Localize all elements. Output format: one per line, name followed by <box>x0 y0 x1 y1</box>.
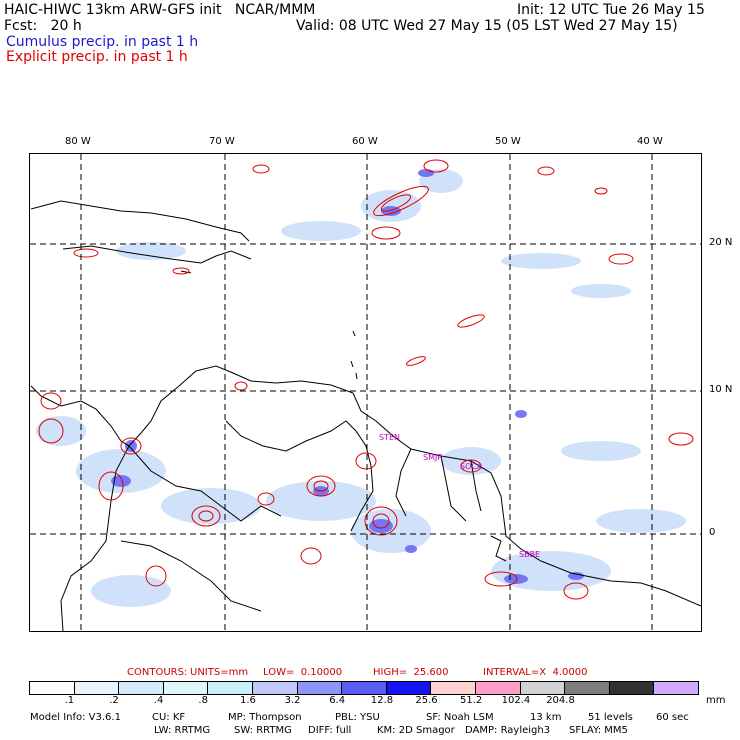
colorbar-swatch <box>252 682 298 694</box>
lat-label-0: 0 <box>709 527 716 538</box>
colorbar-tick-label: .1 <box>64 695 75 706</box>
colorbar-tick-label: 25.6 <box>415 695 438 706</box>
colorbar-swatch <box>386 682 432 694</box>
site-label-sbbe: SBBE <box>519 550 541 559</box>
contours-low: LOW= 0.10000 <box>263 667 343 678</box>
lon-label-70w: 70 W <box>209 136 235 147</box>
colorbar-swatch <box>297 682 343 694</box>
site-label-sten: STEN <box>379 433 401 442</box>
colorbar-swatch <box>431 682 476 694</box>
contours-label: CONTOURS: <box>127 667 188 678</box>
model-info-item: MP: Thompson <box>228 712 302 723</box>
colorbar-tick-label: 6.4 <box>329 695 346 706</box>
lon-label-60w: 60 W <box>352 136 378 147</box>
precip-colorbar <box>29 681 699 695</box>
colorbar-units: mm <box>706 695 726 706</box>
colorbar-tick-label: .2 <box>109 695 119 706</box>
model-info-item: CU: KF <box>152 712 186 723</box>
colorbar-swatch <box>342 682 387 694</box>
model-info-item: 60 sec <box>656 712 689 723</box>
cumulus-precip-label: Cumulus precip. in past 1 h <box>6 34 199 50</box>
contours-high: HIGH= 25.600 <box>373 667 449 678</box>
explicit-precip-contours <box>38 159 694 600</box>
run-title: HAIC-HIWC 13km ARW-GFS init NCAR/MMM <box>4 2 316 18</box>
model-info-item: 13 km <box>530 712 562 723</box>
model-info-item: SW: RRTMG <box>234 725 292 736</box>
forecast-hour: Fcst: 20 h <box>4 18 82 34</box>
model-info-item: 51 levels <box>588 712 633 723</box>
lon-label-40w: 40 W <box>637 136 663 147</box>
model-info-item: PBL: YSU <box>335 712 380 723</box>
colorbar-swatch <box>609 682 655 694</box>
lat-lon-grid <box>30 154 701 631</box>
lon-label-80w: 80 W <box>65 136 91 147</box>
model-info-item: DAMP: Rayleigh3 <box>465 725 551 736</box>
colorbar-tick-label: 204.8 <box>546 695 575 706</box>
site-label-smjp: SMJP <box>423 453 443 462</box>
precip-map: STEN SMJP SOCA SBBE <box>29 153 702 632</box>
explicit-precip-label: Explicit precip. in past 1 h <box>6 49 188 65</box>
colorbar-tick-label: 102.4 <box>501 695 531 706</box>
coastlines <box>30 200 701 631</box>
colorbar-swatch <box>30 682 75 694</box>
colorbar-tick-label: 3.2 <box>284 695 301 706</box>
colorbar-swatch <box>565 682 610 694</box>
colorbar-tick-label: .8 <box>198 695 208 706</box>
lat-label-10n: 10 N <box>709 384 733 395</box>
model-info-item: KM: 2D Smagor <box>377 725 455 736</box>
colorbar-tick-label: 51.2 <box>460 695 483 706</box>
colorbar-tick-label: 1.6 <box>240 695 256 706</box>
model-info-item: SFLAY: MM5 <box>569 725 628 736</box>
colorbar-swatch <box>208 682 253 694</box>
init-time: Init: 12 UTC Tue 26 May 15 <box>517 2 705 18</box>
colorbar-swatch <box>74 682 120 694</box>
contours-interval: INTERVAL=X 4.0000 <box>483 667 588 678</box>
lon-label-50w: 50 W <box>495 136 521 147</box>
model-info-item: DIFF: full <box>308 725 352 736</box>
colorbar-tick-label: 12.8 <box>370 695 394 706</box>
valid-time: Valid: 08 UTC Wed 27 May 15 (05 LST Wed … <box>296 18 678 34</box>
map-canvas <box>30 154 701 631</box>
colorbar-swatch <box>163 682 209 694</box>
site-label-soca: SOCA <box>460 462 483 471</box>
contours-units: UNITS=mm <box>190 667 249 678</box>
colorbar-swatch <box>520 682 566 694</box>
cumulus-precip-field <box>36 169 686 607</box>
colorbar-swatch <box>119 682 164 694</box>
model-info-item: SF: Noah LSM <box>426 712 494 723</box>
colorbar-swatch <box>475 682 521 694</box>
model-info-item: LW: RRTMG <box>154 725 211 736</box>
colorbar-swatch <box>654 682 698 694</box>
model-info-item: Model Info: V3.6.1 <box>30 712 121 723</box>
colorbar-tick-label: .4 <box>153 695 164 706</box>
lat-label-20n: 20 N <box>709 237 733 248</box>
